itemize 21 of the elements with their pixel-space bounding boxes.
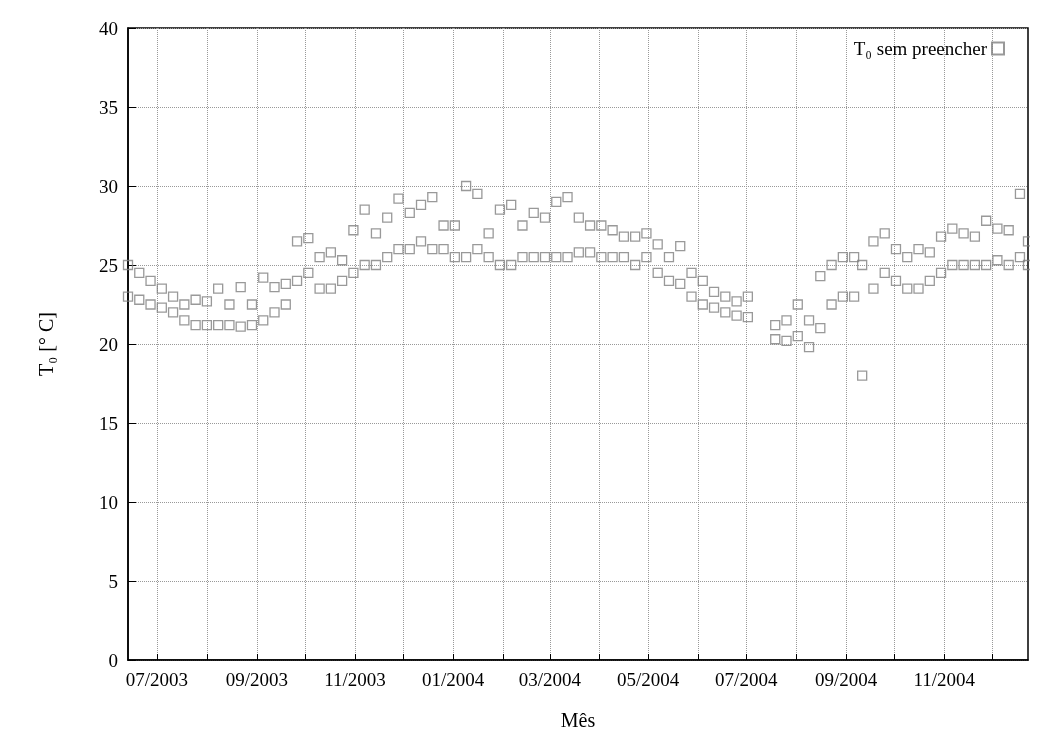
x-tick-label: 11/2003 — [324, 669, 386, 690]
x-tick-label: 03/2004 — [518, 669, 582, 690]
x-tick-label: 05/2004 — [616, 669, 680, 690]
y-tick-label: 10 — [99, 491, 118, 513]
x-tick-label: 11/2004 — [913, 669, 976, 690]
y-axis-title: T₀ [° C] — [35, 312, 57, 376]
x-tick-label: 07/2003 — [125, 669, 189, 690]
y-tick-label: 35 — [99, 96, 118, 118]
y-tick-label: 25 — [99, 254, 118, 276]
y-tick-label: 0 — [108, 649, 118, 671]
y-tick-label: 15 — [99, 412, 118, 434]
legend-label: T₀ sem preencher — [853, 38, 988, 59]
x-tick-label: 07/2004 — [715, 669, 778, 690]
y-tick-label: 5 — [108, 570, 118, 592]
x-tick-label: 09/2004 — [814, 669, 878, 690]
y-tick-label: 30 — [99, 175, 118, 197]
x-tick-label: 09/2003 — [225, 669, 288, 690]
x-axis-title: Mês — [560, 709, 596, 731]
x-tick-label: 01/2004 — [422, 669, 485, 690]
y-tick-label: 40 — [99, 17, 118, 39]
y-tick-label: 20 — [99, 333, 118, 355]
